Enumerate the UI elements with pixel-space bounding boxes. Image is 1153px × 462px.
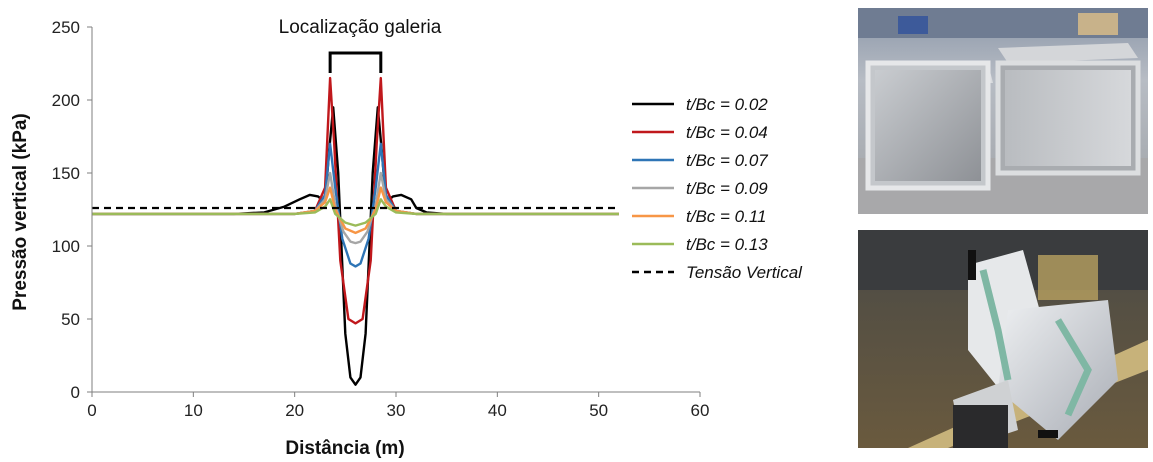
legend-label-0: t/Bc = 0.02 bbox=[686, 95, 768, 114]
legend-label-4: t/Bc = 0.11 bbox=[686, 207, 766, 226]
x-tick-label: 40 bbox=[488, 401, 507, 420]
series-line-2 bbox=[92, 142, 619, 268]
y-axis-title: Pressão vertical (kPa) bbox=[10, 113, 31, 311]
y-tick-label: 50 bbox=[61, 310, 80, 329]
legend-label-1: t/Bc = 0.04 bbox=[686, 123, 768, 142]
x-tick-label: 30 bbox=[387, 401, 406, 420]
annotation-label: Localização galeria bbox=[279, 17, 442, 38]
y-tick-label: 250 bbox=[52, 18, 80, 37]
series-line-1 bbox=[92, 76, 619, 325]
photo-model-setup bbox=[858, 230, 1148, 448]
x-tick-label: 0 bbox=[87, 401, 96, 420]
legend-label-6: Tensão Vertical bbox=[686, 263, 803, 282]
x-tick-label: 10 bbox=[184, 401, 203, 420]
pressure-chart: 0 10 20 30 40 50 60 0 50 100 150 200 250 Distância (… bbox=[10, 17, 803, 459]
series-line-0 bbox=[92, 106, 619, 386]
gallery-location-annotation: Localização galeria bbox=[279, 17, 442, 73]
tick-labels: 0 10 20 30 40 50 60 0 50 100 150 200 250 bbox=[52, 18, 710, 420]
y-tick-label: 0 bbox=[71, 383, 80, 402]
x-tick-label: 60 bbox=[691, 401, 710, 420]
legend-label-5: t/Bc = 0.13 bbox=[686, 235, 768, 254]
y-tick-label: 100 bbox=[52, 237, 80, 256]
series-lines bbox=[92, 76, 619, 386]
legend: t/Bc = 0.02 t/Bc = 0.04 t/Bc = 0.07 t/Bc = … bbox=[632, 95, 803, 282]
series-line-3 bbox=[92, 171, 619, 245]
y-tick-label: 200 bbox=[52, 91, 80, 110]
x-tick-label: 20 bbox=[285, 401, 304, 420]
gallery-bracket bbox=[328, 51, 383, 73]
legend-label-3: t/Bc = 0.09 bbox=[686, 179, 768, 198]
y-tick-label: 150 bbox=[52, 164, 80, 183]
x-axis-title: Distância (m) bbox=[285, 438, 404, 459]
x-tick-label: 50 bbox=[589, 401, 608, 420]
series-line-5 bbox=[92, 198, 619, 227]
photo-aluminium-tubes bbox=[858, 8, 1148, 214]
legend-label-2: t/Bc = 0.07 bbox=[686, 151, 768, 170]
